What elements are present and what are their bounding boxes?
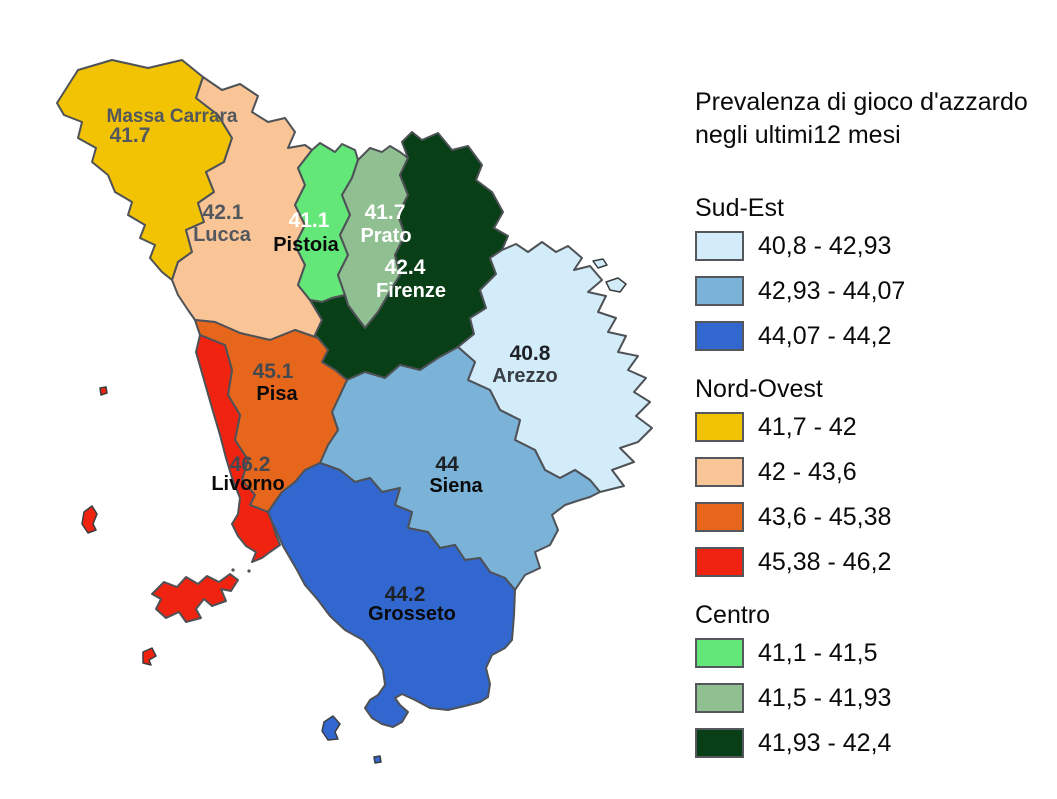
label-massa-carrara-name: Massa Carrara bbox=[107, 106, 238, 127]
label-pistoia-name: Pistoia bbox=[273, 234, 339, 256]
legend-swatch bbox=[695, 457, 744, 487]
label-grosseto-value: 44.2 bbox=[385, 583, 426, 606]
region-livorno bbox=[195, 334, 281, 563]
legend-row: 43,6 - 45,38 bbox=[695, 502, 1055, 532]
legend-range-label: 41,5 - 41,93 bbox=[758, 683, 892, 712]
legend-swatch bbox=[695, 412, 744, 442]
label-pisa-name: Pisa bbox=[256, 383, 298, 405]
legend-swatch bbox=[695, 683, 744, 713]
legend-swatch bbox=[695, 638, 744, 668]
giannutri-island bbox=[373, 755, 382, 764]
label-firenze-name: Firenze bbox=[376, 280, 446, 302]
legend-swatch bbox=[695, 547, 744, 577]
label-livorno-name: Livorno bbox=[211, 473, 284, 495]
label-grosseto-name: Grosseto bbox=[368, 603, 456, 625]
small-islet-speck bbox=[231, 568, 235, 572]
giglio-island bbox=[321, 715, 341, 741]
legend-row: 41,7 - 42 bbox=[695, 412, 1055, 442]
label-livorno-value: 46.2 bbox=[230, 453, 271, 476]
legend-range-label: 41,1 - 41,5 bbox=[758, 638, 878, 667]
legend-range-label: 42,93 - 44,07 bbox=[758, 276, 906, 305]
legend-row: 45,38 - 46,2 bbox=[695, 547, 1055, 577]
region-grosseto bbox=[267, 462, 516, 728]
legend-section-title: Centro bbox=[695, 601, 771, 629]
legend-swatch bbox=[695, 276, 744, 306]
tuscany-choropleth-map: Massa Carrara 41.7 42.1 Lucca 41.1 Pisto… bbox=[56, 59, 653, 764]
legend-range-label: 41,93 - 42,4 bbox=[758, 728, 892, 757]
label-arezzo-name: Arezzo bbox=[492, 365, 558, 387]
legend-range-label: 44,07 - 44,2 bbox=[758, 321, 892, 350]
label-massa-carrara-value: 41.7 bbox=[110, 124, 151, 147]
legend-section-sud-est: Sud-Est 40,8 - 42,93 42,93 - 44,07 44,07… bbox=[695, 194, 1055, 351]
legend-range-label: 41,7 - 42 bbox=[758, 412, 857, 441]
legend-row: 41,5 - 41,93 bbox=[695, 683, 1055, 713]
legend-row: 40,8 - 42,93 bbox=[695, 231, 1055, 261]
arezzo-border-blob-2 bbox=[605, 277, 627, 293]
legend-title-line1: Prevalenza di gioco d'azzardo bbox=[695, 88, 1028, 116]
legend-swatch bbox=[695, 321, 744, 351]
legend-swatch bbox=[695, 231, 744, 261]
legend-range-label: 45,38 - 46,2 bbox=[758, 547, 892, 576]
capraia-island bbox=[81, 505, 98, 534]
label-lucca-name: Lucca bbox=[193, 224, 252, 246]
legend-range-label: 42 - 43,6 bbox=[758, 457, 857, 486]
legend-row: 42,93 - 44,07 bbox=[695, 276, 1055, 306]
legend-section-title: Sud-Est bbox=[695, 194, 784, 222]
legend-row: 41,1 - 41,5 bbox=[695, 638, 1055, 668]
legend-row: 42 - 43,6 bbox=[695, 457, 1055, 487]
legend-section-nord-ovest: Nord-Ovest 41,7 - 42 42 - 43,6 43,6 - 45… bbox=[695, 375, 1055, 577]
legend-title-line2: negli ultimi12 mesi bbox=[695, 121, 901, 149]
arezzo-border-blob-1 bbox=[592, 258, 608, 269]
label-arezzo-value: 40.8 bbox=[510, 342, 551, 365]
label-siena-value: 44 bbox=[435, 453, 459, 476]
legend-row: 41,93 - 42,4 bbox=[695, 728, 1055, 758]
elba-island bbox=[151, 573, 239, 623]
small-islet-speck bbox=[247, 569, 251, 573]
label-siena-name: Siena bbox=[429, 475, 483, 497]
legend-swatch bbox=[695, 728, 744, 758]
legend-title: Prevalenza di gioco d'azzardo negli ulti… bbox=[695, 86, 1055, 152]
label-pistoia-value: 41.1 bbox=[289, 209, 330, 232]
legend-section-centro: Centro 41,1 - 41,5 41,5 - 41,93 41,93 - … bbox=[695, 601, 1055, 758]
legend-swatch bbox=[695, 502, 744, 532]
legend-range-label: 43,6 - 45,38 bbox=[758, 502, 892, 531]
legend: Prevalenza di gioco d'azzardo negli ulti… bbox=[695, 86, 1055, 782]
pianosa-island bbox=[142, 647, 157, 666]
label-firenze-value: 42.4 bbox=[385, 256, 426, 279]
gorgona-island bbox=[99, 386, 108, 396]
label-prato-value: 41.7 bbox=[365, 201, 406, 224]
label-pisa-value: 45.1 bbox=[253, 360, 294, 383]
label-prato-name: Prato bbox=[360, 225, 411, 247]
label-lucca-value: 42.1 bbox=[203, 201, 244, 224]
legend-section-title: Nord-Ovest bbox=[695, 375, 823, 403]
legend-row: 44,07 - 44,2 bbox=[695, 321, 1055, 351]
legend-range-label: 40,8 - 42,93 bbox=[758, 231, 892, 260]
